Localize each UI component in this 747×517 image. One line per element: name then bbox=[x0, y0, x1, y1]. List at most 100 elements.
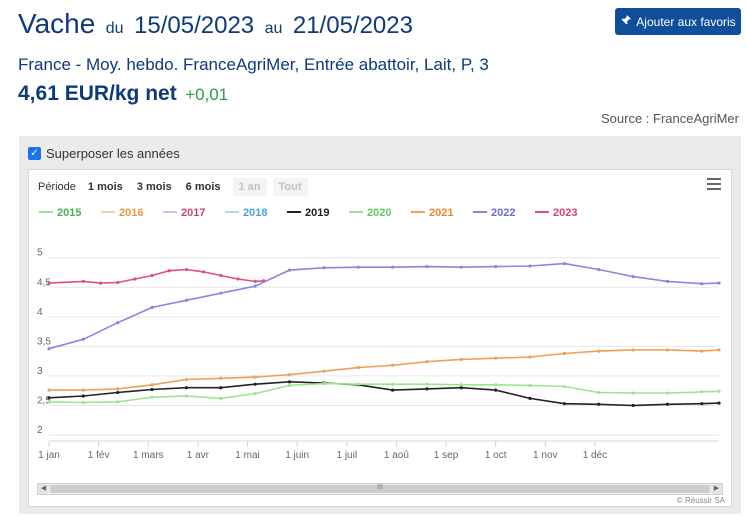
date-end: 21/05/2023 bbox=[292, 12, 413, 39]
price-change: +0,01 bbox=[185, 85, 229, 104]
legend-item: 2016 bbox=[119, 207, 143, 219]
data-point bbox=[116, 387, 120, 391]
data-point bbox=[184, 267, 189, 272]
x-tick-label: 1 mai bbox=[235, 450, 259, 461]
title-row: Vache du 15/05/2023 au 21/05/2023 bbox=[18, 8, 413, 40]
data-point bbox=[236, 277, 240, 281]
data-point bbox=[184, 377, 189, 382]
product-title: Vache bbox=[18, 8, 96, 39]
legend-item: 2020 bbox=[367, 207, 391, 219]
data-point bbox=[219, 396, 223, 400]
data-point bbox=[631, 403, 635, 408]
scrollbar-thumb[interactable]: III bbox=[50, 484, 710, 493]
data-point bbox=[717, 401, 721, 405]
horizontal-scrollbar[interactable]: ◀ III ▶ bbox=[37, 483, 723, 495]
data-point bbox=[262, 279, 266, 283]
data-point bbox=[150, 387, 154, 392]
data-point bbox=[597, 267, 601, 272]
data-point bbox=[562, 262, 566, 266]
period-button-1-month[interactable]: 1 mois bbox=[87, 181, 123, 193]
data-point bbox=[665, 402, 670, 406]
data-point bbox=[700, 349, 704, 353]
data-point bbox=[287, 383, 292, 387]
data-point bbox=[459, 265, 463, 269]
data-point bbox=[459, 383, 463, 387]
data-point bbox=[717, 389, 721, 393]
x-tick-label: 1 juil bbox=[336, 450, 357, 461]
data-point bbox=[425, 360, 429, 364]
favorites-label: Ajouter aux favoris bbox=[636, 14, 736, 29]
data-point bbox=[528, 355, 532, 359]
data-point bbox=[253, 279, 257, 283]
source-text: Source : FranceAgriMer bbox=[601, 111, 739, 126]
data-point bbox=[528, 396, 532, 400]
y-tick-label: 4,5 bbox=[37, 277, 51, 288]
hamburger-menu-icon[interactable] bbox=[707, 178, 721, 193]
chart-panel: ✓ Superposer les années 2 2,5 3 3,5 4 4,5 5 1 j… bbox=[19, 136, 741, 514]
y-tick-label: 2 bbox=[37, 425, 43, 436]
data-point bbox=[184, 386, 189, 390]
data-point bbox=[47, 396, 51, 400]
checkbox-checked-icon[interactable]: ✓ bbox=[28, 147, 41, 160]
grip-icon: III bbox=[377, 484, 383, 491]
data-point bbox=[81, 388, 85, 392]
data-point bbox=[425, 382, 429, 386]
chart-credits: © Réussir SA bbox=[676, 496, 725, 505]
x-tick-label: 1 oct bbox=[485, 450, 507, 461]
data-point bbox=[116, 390, 120, 395]
data-point bbox=[150, 383, 154, 387]
data-point bbox=[47, 388, 51, 392]
data-point bbox=[287, 268, 292, 272]
period-button-3-months[interactable]: 3 mois bbox=[136, 181, 172, 193]
legend-item: 2015 bbox=[57, 207, 81, 219]
x-tick-label: 1 déc bbox=[583, 450, 607, 461]
from-word: du bbox=[105, 20, 124, 37]
data-point bbox=[528, 264, 532, 268]
data-point bbox=[47, 400, 51, 404]
data-point bbox=[287, 373, 292, 377]
data-point bbox=[494, 356, 498, 360]
data-point bbox=[322, 369, 326, 373]
overlay-years-toggle[interactable]: ✓ Superposer les années bbox=[28, 146, 180, 161]
data-point bbox=[219, 386, 223, 390]
legend-item: 2021 bbox=[429, 207, 453, 219]
data-point bbox=[253, 392, 257, 396]
data-point bbox=[390, 388, 395, 392]
x-tick-label: 1 aoû bbox=[384, 450, 409, 461]
data-point bbox=[356, 265, 360, 269]
data-point bbox=[597, 390, 601, 395]
scroll-right-icon[interactable]: ▶ bbox=[711, 484, 722, 494]
add-to-favorites-button[interactable]: Ajouter aux favoris bbox=[615, 8, 741, 35]
data-point bbox=[47, 281, 51, 285]
price-value: 4,61 EUR/kg net bbox=[18, 82, 177, 105]
legend-item: 2022 bbox=[491, 207, 515, 219]
data-point bbox=[253, 284, 257, 288]
data-point bbox=[150, 273, 154, 278]
data-point bbox=[494, 388, 498, 392]
period-button-6-months[interactable]: 6 mois bbox=[185, 181, 221, 193]
series-line bbox=[48, 382, 720, 404]
y-tick-label: 3,5 bbox=[37, 336, 51, 347]
data-point bbox=[665, 391, 670, 395]
data-point bbox=[81, 337, 85, 341]
data-point bbox=[356, 366, 360, 370]
legend-item: 2017 bbox=[181, 207, 205, 219]
data-point bbox=[717, 348, 721, 352]
data-point bbox=[494, 264, 498, 269]
chart-container: 2 2,5 3 3,5 4 4,5 5 1 jan 1 fév 1 mars 1 avr 1 mai 1… bbox=[28, 169, 732, 507]
x-tick-label: 1 sep bbox=[434, 450, 459, 461]
data-point bbox=[528, 383, 532, 387]
data-point bbox=[184, 298, 189, 302]
data-point bbox=[322, 381, 326, 386]
period-button-1-year: 1 an bbox=[232, 178, 267, 196]
data-point bbox=[665, 348, 670, 352]
x-tick-label: 1 jan bbox=[38, 450, 60, 461]
data-point bbox=[494, 383, 498, 387]
y-tick-label: 5 bbox=[37, 248, 43, 259]
data-point bbox=[81, 400, 85, 405]
data-point bbox=[133, 277, 137, 281]
to-word: au bbox=[264, 20, 283, 37]
data-point bbox=[597, 402, 601, 406]
data-point bbox=[253, 375, 257, 379]
scroll-left-icon[interactable]: ◀ bbox=[38, 484, 49, 494]
